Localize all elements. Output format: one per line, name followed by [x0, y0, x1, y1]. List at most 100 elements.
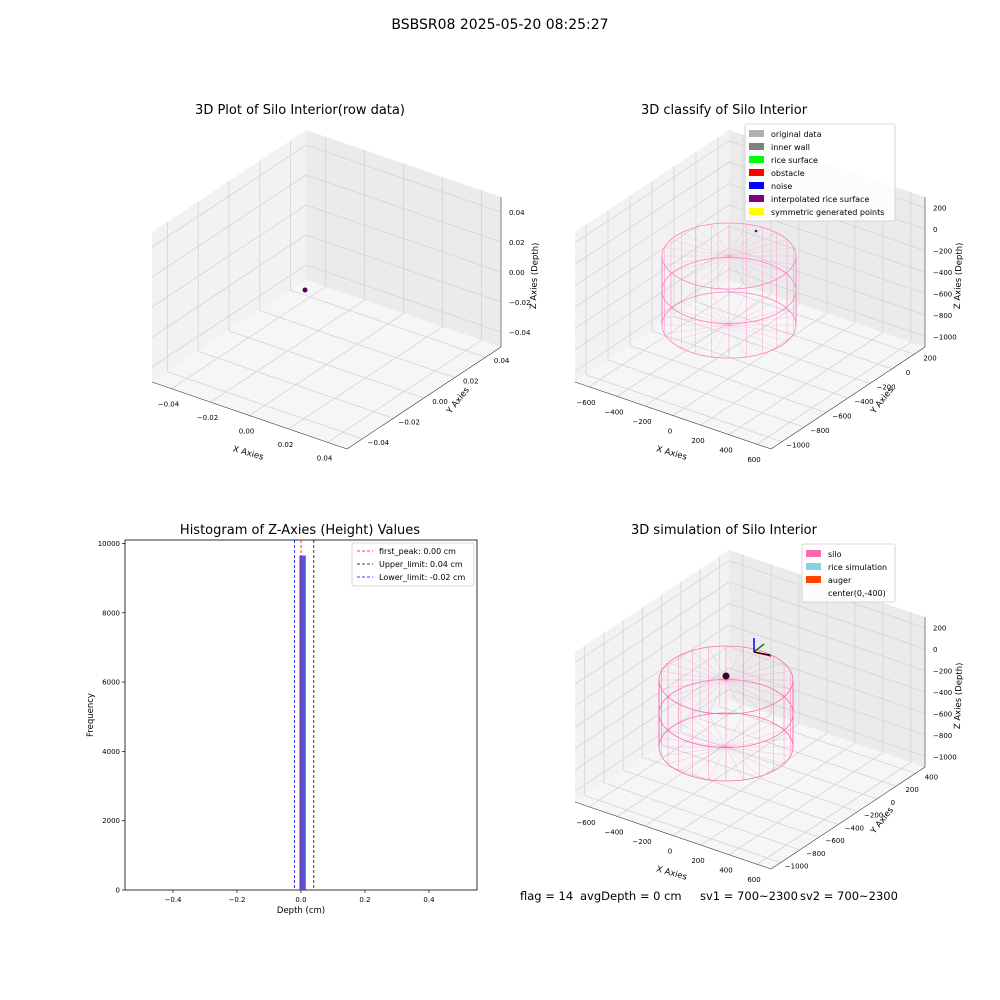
silo-wireframe-spoke: [725, 679, 760, 710]
axis-line: [574, 801, 772, 870]
z-tick-label: −0.04: [509, 329, 531, 337]
x-tick-label: 400: [719, 447, 732, 455]
grid-line: [728, 581, 926, 650]
y-tick-label: −800: [806, 850, 825, 858]
silo-wireframe-spoke: [728, 301, 777, 326]
y-tick-label: 6000: [102, 679, 120, 687]
silo-wireframe-spoke: [728, 227, 763, 257]
y-tick-label: 2000: [102, 817, 120, 825]
silo-wireframe-spoke: [681, 232, 730, 257]
data-point: [302, 287, 308, 293]
y-tick-label: 8000: [102, 609, 120, 617]
simulation-legend-frame: [801, 543, 896, 603]
y-tick-label: 0.02: [463, 378, 479, 386]
classify-legend-swatch: [749, 143, 764, 150]
y-tick-label: −800: [810, 427, 829, 435]
z-tick-label: −0.02: [509, 299, 530, 307]
silo-wireframe-spoke: [728, 247, 794, 257]
silo-wireframe-spoke: [678, 722, 727, 748]
x-tick-label: 0.2: [359, 896, 370, 904]
silo-wireframe-spoke: [667, 679, 727, 698]
classify-legend-swatch: [749, 195, 764, 202]
classify-legend-swatch: [749, 169, 764, 176]
grid-line: [574, 624, 730, 728]
y-tick-label: −400: [845, 824, 864, 832]
grid-line: [700, 742, 856, 846]
simulation-legend-swatch: [806, 576, 821, 583]
silo-wireframe-spoke: [664, 324, 730, 334]
silo-wireframe-spoke: [678, 746, 727, 772]
silo-wireframe-spoke: [725, 679, 785, 698]
y-tick-label: 10000: [98, 540, 120, 548]
y-tick-label: −200: [876, 383, 895, 391]
grid-line: [228, 330, 425, 399]
silo-wireframe-spoke: [728, 224, 747, 257]
x-tick-label: 0.00: [239, 428, 255, 436]
z-tick-label: −800: [933, 312, 952, 320]
silo-wireframe-spoke: [661, 738, 727, 748]
y-tick-label: −1000: [786, 442, 810, 450]
silo-wireframe-spoke: [670, 255, 730, 273]
z-tick-label: −1000: [933, 753, 957, 761]
classify-legend-label: original data: [771, 130, 822, 139]
histogram-title: Histogram of Z-Axies (Height) Values: [179, 523, 421, 538]
sv1-text: sv1 = 700~2300: [700, 889, 798, 903]
classify-legend-label: obstacle: [771, 169, 805, 178]
z-tick-label: −600: [933, 710, 952, 718]
silo-wireframe-spoke: [725, 671, 791, 681]
x-tick-label: 600: [747, 876, 760, 884]
silo-wireframe-spoke: [708, 714, 727, 748]
z-axis-label: Z Axies (Depth): [953, 242, 965, 309]
grid-line: [585, 374, 783, 443]
classify-legend-swatch: [749, 156, 764, 163]
x-axis-label: Depth (cm): [277, 906, 325, 916]
x-tick-label: 0: [668, 848, 672, 856]
x-tick-label: 0.4: [423, 896, 435, 904]
grid-line: [651, 330, 849, 399]
grid-line: [603, 782, 801, 851]
silo-wireframe-spoke: [695, 255, 730, 285]
silo-wireframe-spoke: [681, 255, 730, 280]
y-tick-label: −600: [826, 837, 845, 845]
y-tick-label: −400: [854, 398, 873, 406]
rice-point: [722, 672, 730, 680]
grid-line: [607, 359, 805, 428]
grid-line: [259, 310, 455, 378]
z-tick-label: −200: [933, 668, 952, 676]
y-axis-label: Frequency: [86, 693, 96, 737]
x-tick-label: 600: [747, 456, 760, 464]
grid-line: [305, 264, 502, 333]
x-tick-label: −0.4: [165, 896, 183, 904]
grid-line: [588, 704, 744, 808]
y-tick-label: 0: [116, 887, 120, 895]
y-tick-label: 0.04: [494, 357, 510, 365]
silo-wireframe-spoke: [661, 746, 727, 756]
grid-line: [728, 624, 926, 693]
grid-line: [198, 351, 394, 419]
grid-line: [719, 705, 916, 774]
silo-wireframe-spoke: [664, 247, 730, 257]
grid-line: [151, 144, 307, 248]
silo-wireframe-spoke: [661, 671, 727, 681]
grid-line: [717, 286, 915, 355]
z-tick-label: 0.04: [509, 209, 525, 217]
z-tick-label: 200: [933, 205, 946, 213]
grid-line: [574, 646, 730, 749]
grid-line: [728, 603, 926, 671]
raw-plot-title: 3D Plot of Silo Interior(row data): [195, 103, 405, 118]
grid-line: [574, 161, 730, 265]
z-tick-label: −600: [933, 290, 952, 298]
grid-line: [574, 183, 730, 286]
silo-wireframe-spoke: [725, 746, 774, 772]
grid-line: [695, 301, 893, 370]
silo-wireframe-spoke: [725, 738, 791, 748]
silo-wireframe-spoke: [728, 255, 788, 273]
classify-legend-swatch: [749, 208, 764, 215]
z-tick-label: 200: [933, 625, 946, 633]
silo-wireframe-spoke: [692, 717, 727, 748]
classify-plot-title: 3D classify of Silo Interior: [640, 103, 808, 118]
x-tick-label: 200: [691, 437, 704, 445]
z-tick-label: 0: [933, 226, 937, 234]
grid-line: [756, 761, 912, 865]
auger-line: [753, 651, 771, 656]
